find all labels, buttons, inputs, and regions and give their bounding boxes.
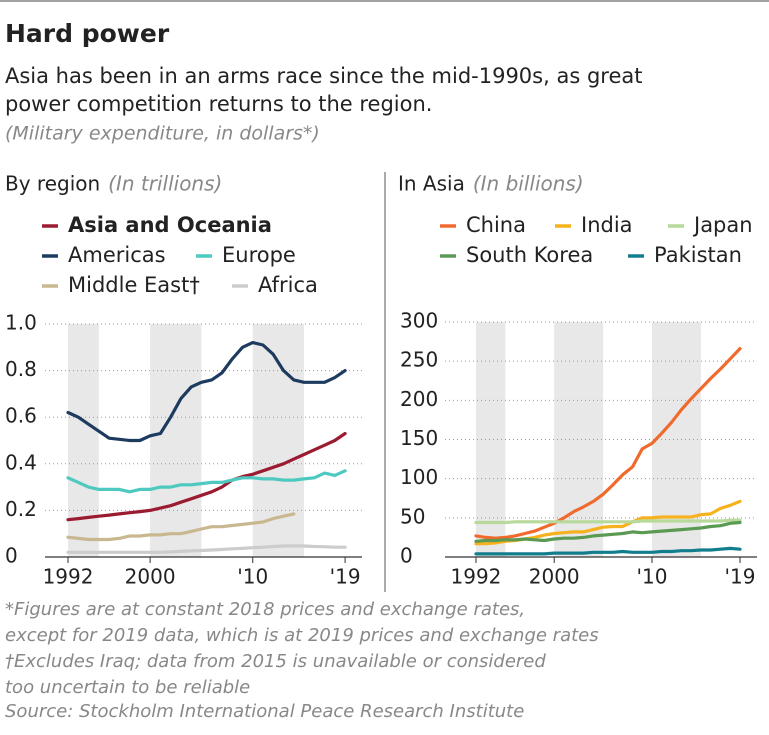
- y-tick-label: 300: [400, 309, 438, 333]
- series-line: [66, 544, 347, 554]
- panel-unit: (In trillions): [108, 172, 222, 196]
- panel-unit: (In billions): [473, 172, 584, 196]
- y-tick-label: 0.2: [5, 497, 37, 521]
- legend-label: Middle East†: [68, 273, 200, 297]
- series-line: [474, 518, 742, 525]
- x-tick-label: 2000: [125, 565, 176, 589]
- legend-label: Asia and Oceania: [68, 213, 272, 237]
- footnote: except for 2019 data, which is at 2019 p…: [5, 625, 599, 646]
- shade-band: [68, 324, 99, 557]
- source: Source: Stockholm International Peace Re…: [5, 701, 524, 722]
- footnote: †Excludes Iraq; data from 2015 is unavai…: [5, 651, 546, 672]
- legend-label: India: [581, 213, 633, 237]
- panel-title: By region: [5, 172, 100, 196]
- y-tick-label: 200: [400, 387, 438, 411]
- y-tick-label: 150: [400, 426, 438, 450]
- legend-label: Pakistan: [654, 243, 742, 267]
- legend-label: Europe: [222, 243, 296, 267]
- y-tick-label: 0: [5, 544, 18, 568]
- series-line: [474, 347, 742, 540]
- x-tick-label: '10: [637, 565, 668, 589]
- x-tick-label: '19: [330, 565, 361, 589]
- shade-band: [475, 322, 506, 557]
- legend-label: Americas: [68, 243, 166, 267]
- series-line: [474, 520, 742, 543]
- series-line: [66, 512, 296, 542]
- series-line: [66, 469, 347, 494]
- y-tick-label: 250: [400, 348, 438, 372]
- legend-label: Japan: [692, 213, 753, 237]
- y-tick-label: 50: [400, 504, 425, 528]
- y-tick-label: 100: [400, 465, 438, 489]
- y-tick-label: 0.4: [5, 450, 37, 474]
- shade-band: [150, 324, 202, 557]
- y-tick-label: 0: [400, 544, 413, 568]
- series-line: [66, 431, 347, 522]
- x-tick-label: '19: [725, 565, 756, 589]
- y-tick-label: 0.8: [5, 357, 37, 381]
- legend-label: Africa: [258, 273, 318, 297]
- series-line: [474, 546, 742, 556]
- subtitle: Asia has been in an arms race since the …: [5, 64, 642, 88]
- legend-label: South Korea: [466, 243, 593, 267]
- x-tick-label: 1992: [451, 565, 502, 589]
- y-tick-label: 1.0: [5, 311, 37, 335]
- note: (Military expenditure, in dollars*): [5, 123, 320, 145]
- series-line: [66, 341, 347, 443]
- footnote: too uncertain to be reliable: [5, 677, 250, 698]
- legend-label: China: [466, 213, 526, 237]
- footnote: *Figures are at constant 2018 prices and…: [5, 599, 525, 620]
- panel-title: In Asia: [398, 172, 465, 196]
- chart-title: Hard power: [5, 19, 170, 48]
- subtitle: power competition returns to the region.: [5, 92, 432, 116]
- y-tick-label: 0.6: [5, 404, 37, 428]
- x-tick-label: 2000: [529, 565, 580, 589]
- x-tick-label: '10: [237, 565, 268, 589]
- x-tick-label: 1992: [43, 565, 94, 589]
